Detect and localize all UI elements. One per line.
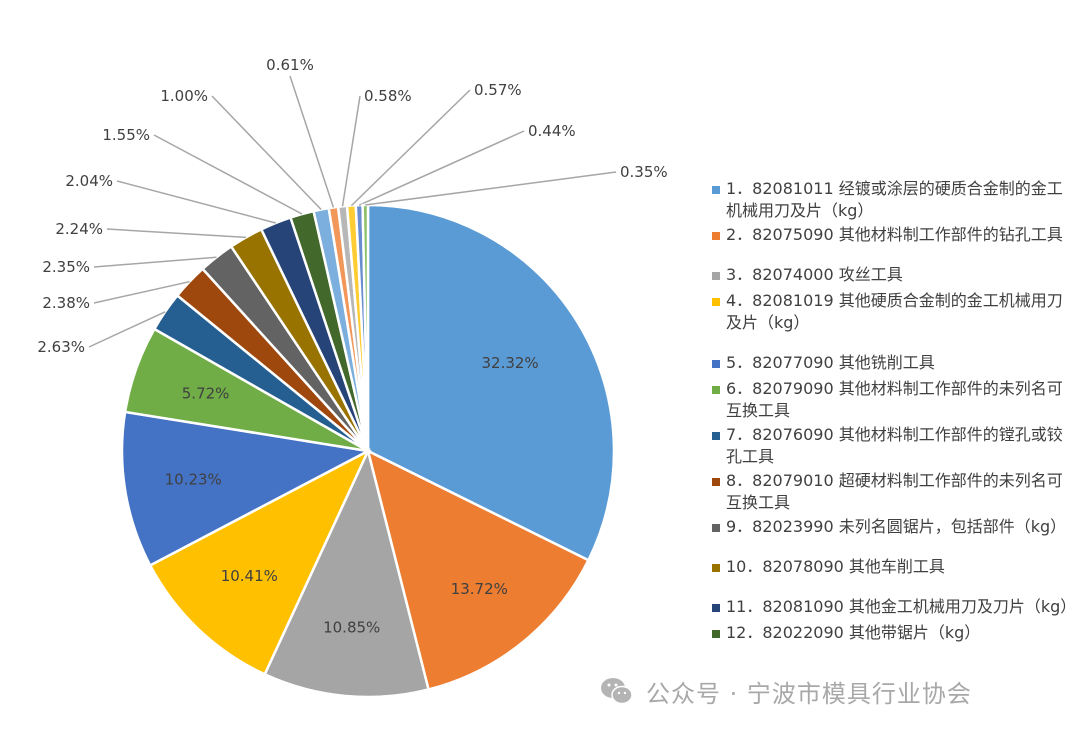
- leader-line-13: [211, 95, 322, 211]
- legend-swatch: [712, 630, 720, 638]
- legend-label: 3．82074000 攻丝工具: [726, 265, 903, 284]
- legend-label: 12．82022090 其他带锯片（kg）: [726, 623, 981, 642]
- leader-line-18: [365, 171, 617, 206]
- data-label-10: 2.24%: [55, 220, 103, 238]
- legend-label: 1．82081011 经镀或涂层的硬质合金制的金工机械用刀及片（kg）: [726, 179, 1063, 220]
- watermark-text: 公众号 · 宁波市模具行业协会: [646, 679, 972, 708]
- data-label-14: 0.61%: [266, 56, 314, 74]
- legend-item-6: 6．82079090 其他材料制工作部件的未列名可互换工具: [712, 378, 1072, 422]
- legend-item-5: 5．82077090 其他铣削工具: [712, 352, 1072, 374]
- legend-label: 10．82078090 其他车削工具: [726, 557, 945, 576]
- legend-swatch: [712, 298, 720, 306]
- legend-item-3: 3．82074000 攻丝工具: [712, 264, 1072, 286]
- pie-slice-4: [148, 448, 371, 676]
- pie-slice-5: [120, 410, 372, 568]
- legend-label: 5．82077090 其他铣削工具: [726, 353, 935, 372]
- pie-slice-1: [366, 203, 616, 562]
- watermark: 公众号 · 宁波市模具行业协会: [600, 674, 972, 708]
- legend-label: 2．82075090 其他材料制工作部件的钻孔工具: [726, 225, 1063, 244]
- leader-line-15: [341, 95, 361, 207]
- legend-item-11: 11．82081090 其他金工机械用刀及刀片（kg）: [712, 596, 1076, 618]
- data-label-8: 2.38%: [42, 294, 90, 312]
- legend-swatch: [712, 186, 720, 194]
- legend-item-2: 2．82075090 其他材料制工作部件的钻孔工具: [712, 224, 1072, 246]
- data-label-5: 10.23%: [165, 471, 222, 489]
- data-label-7: 2.63%: [37, 338, 85, 356]
- data-label-12: 1.55%: [102, 126, 150, 144]
- pie-chart: 32.32% 13.72% 10.85% 10.41% 10.23% 5.72% 2.63%…: [37, 56, 668, 699]
- data-label-13: 1.00%: [160, 87, 208, 105]
- pie-slice-2: [366, 448, 591, 691]
- leader-line-17: [358, 130, 525, 206]
- legend-item-4: 4．82081019 其他硬质合金制的金工机械用刀及片（kg）: [712, 290, 1072, 334]
- legend-label: 4．82081019 其他硬质合金制的金工机械用刀及片（kg）: [726, 291, 1063, 332]
- data-label-4: 10.41%: [221, 567, 278, 585]
- data-label-15: 0.58%: [364, 87, 412, 105]
- legend-swatch: [712, 272, 720, 280]
- data-label-2: 13.72%: [451, 580, 508, 598]
- leader-line-14: [289, 75, 335, 208]
- legend-swatch: [712, 604, 720, 612]
- legend-label: 6．82079090 其他材料制工作部件的未列名可互换工具: [726, 379, 1063, 420]
- data-label-1: 32.32%: [481, 354, 538, 372]
- legend-item-1: 1．82081011 经镀或涂层的硬质合金制的金工机械用刀及片（kg）: [712, 178, 1072, 222]
- data-label-18: 0.35%: [620, 163, 668, 181]
- legend-label: 7．82076090 其他材料制工作部件的镗孔或铰孔工具: [726, 425, 1063, 466]
- legend-label: 9．82023990 未列名圆锯片，包括部件（kg）: [726, 517, 1067, 536]
- leader-line-9: [93, 256, 217, 268]
- data-label-17: 0.44%: [528, 122, 576, 140]
- legend-item-12: 12．82022090 其他带锯片（kg）: [712, 622, 1072, 644]
- legend-label: 11．82081090 其他金工机械用刀及刀片（kg）: [726, 597, 1077, 616]
- legend-item-9: 9．82023990 未列名圆锯片，包括部件（kg）: [712, 516, 1072, 538]
- legend-item-8: 8．82079010 超硬材料制工作部件的未列名可互换工具: [712, 470, 1072, 514]
- legend-swatch: [712, 564, 720, 572]
- chart-legend: 1．82081011 经镀或涂层的硬质合金制的金工机械用刀及片（kg） 2．820…: [712, 178, 1076, 644]
- legend-item-7: 7．82076090 其他材料制工作部件的镗孔或铰孔工具: [712, 424, 1072, 468]
- legend-swatch: [712, 478, 720, 486]
- legend-item-10: 10．82078090 其他车削工具: [712, 556, 1072, 578]
- legend-swatch: [712, 432, 720, 440]
- data-label-3: 10.85%: [323, 618, 380, 636]
- pie-slice-3: [263, 447, 431, 699]
- data-label-11: 2.04%: [65, 172, 113, 190]
- leader-line-10: [106, 228, 247, 239]
- data-label-16: 0.57%: [474, 81, 522, 99]
- leader-line-16: [350, 89, 471, 207]
- wechat-icon: [601, 678, 633, 705]
- legend-label: 8．82079010 超硬材料制工作部件的未列名可互换工具: [726, 471, 1063, 512]
- data-label-6: 5.72%: [182, 385, 230, 403]
- legend-swatch: [712, 524, 720, 532]
- legend-swatch: [712, 232, 720, 240]
- leader-line-11: [116, 180, 276, 224]
- leader-line-8: [93, 280, 190, 304]
- data-label-9: 2.35%: [42, 258, 90, 276]
- leader-line-7: [88, 311, 166, 348]
- leader-line-12: [153, 134, 303, 215]
- legend-swatch: [712, 386, 720, 394]
- legend-swatch: [712, 360, 720, 368]
